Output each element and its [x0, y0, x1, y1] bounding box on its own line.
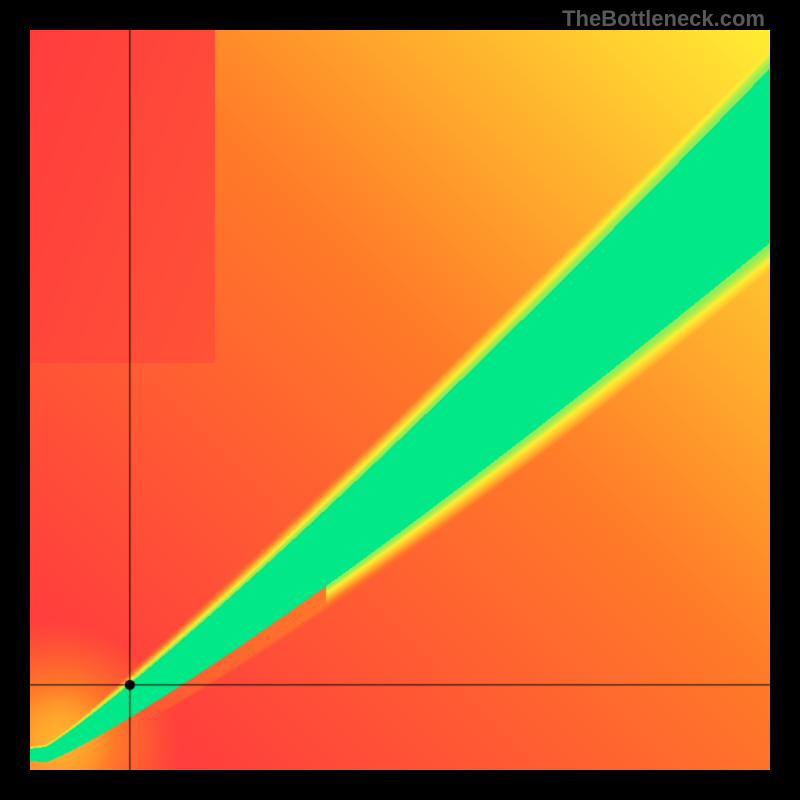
watermark-text: TheBottleneck.com — [562, 6, 765, 32]
heatmap-canvas — [30, 30, 770, 770]
chart-container: TheBottleneck.com — [0, 0, 800, 800]
heatmap-plot-area — [30, 30, 770, 770]
